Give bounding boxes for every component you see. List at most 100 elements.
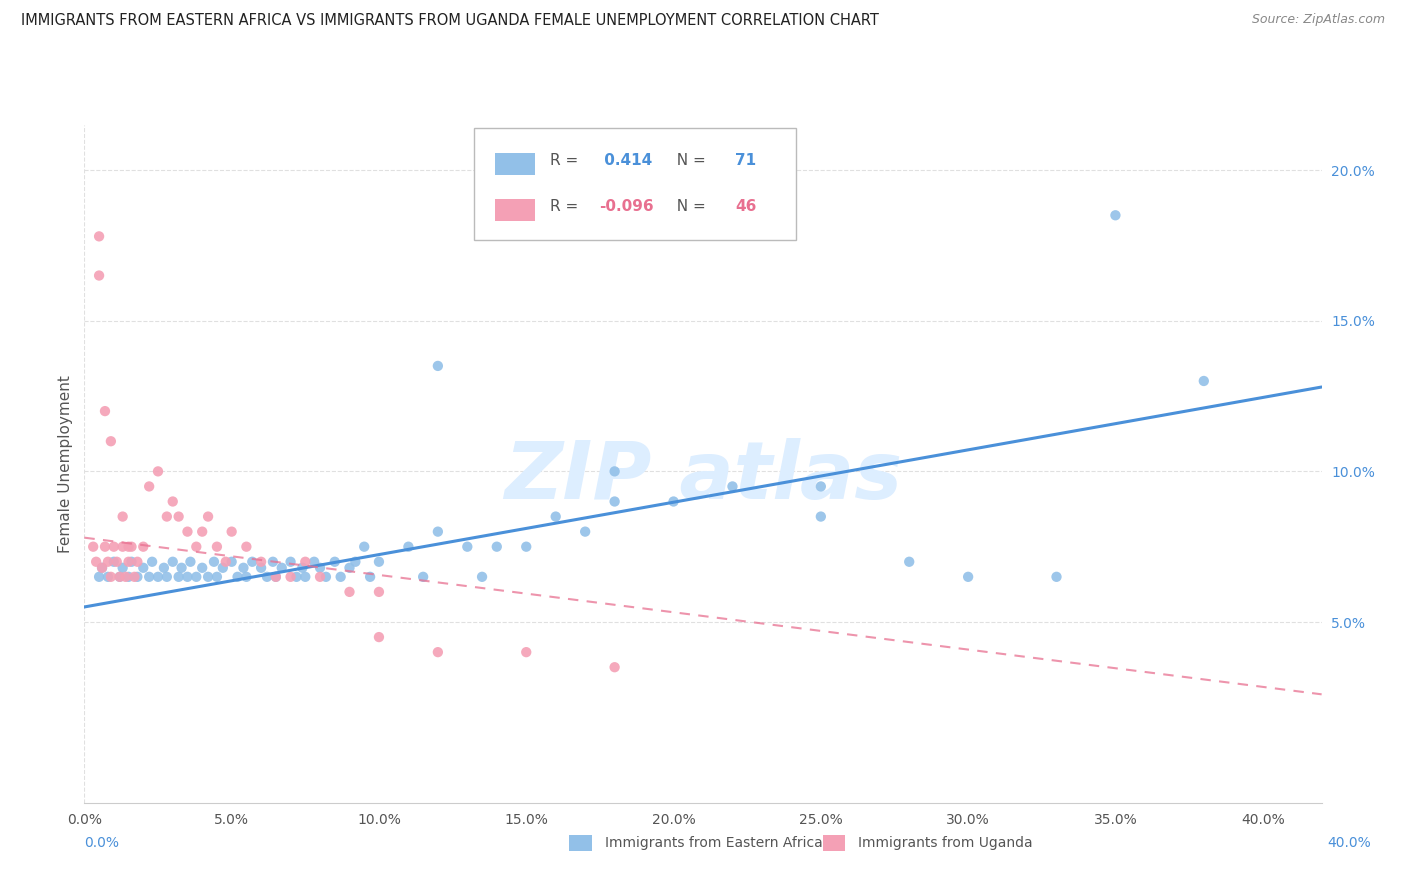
Point xyxy=(221,524,243,539)
Point xyxy=(323,555,346,569)
Point xyxy=(250,561,273,575)
Point xyxy=(94,404,117,418)
Point xyxy=(121,540,143,554)
Point xyxy=(82,540,104,554)
Point xyxy=(100,434,122,449)
Point xyxy=(146,464,169,478)
Point xyxy=(97,555,120,569)
Text: N =: N = xyxy=(666,153,711,168)
Point xyxy=(280,570,302,584)
Point xyxy=(810,509,832,524)
Text: Immigrants from Uganda: Immigrants from Uganda xyxy=(858,836,1032,850)
Point xyxy=(156,509,179,524)
Point xyxy=(205,570,228,584)
Text: Source: ZipAtlas.com: Source: ZipAtlas.com xyxy=(1251,13,1385,27)
Point xyxy=(426,645,449,659)
Point xyxy=(235,540,257,554)
Point xyxy=(215,555,238,569)
Point xyxy=(121,555,143,569)
Point xyxy=(315,570,337,584)
Text: N =: N = xyxy=(666,199,711,214)
Point xyxy=(456,540,478,554)
Text: 40.0%: 40.0% xyxy=(1327,836,1371,850)
Point xyxy=(117,555,139,569)
Point xyxy=(485,540,508,554)
Point xyxy=(359,570,381,584)
Point xyxy=(103,555,125,569)
Point xyxy=(515,540,537,554)
Point xyxy=(138,479,160,493)
Point xyxy=(264,570,287,584)
Point xyxy=(87,268,110,283)
Point xyxy=(339,585,361,599)
Point xyxy=(186,540,208,554)
Point xyxy=(132,561,155,575)
Point xyxy=(368,585,391,599)
Point xyxy=(141,555,163,569)
Point xyxy=(114,570,136,584)
Point xyxy=(176,570,198,584)
Point xyxy=(262,555,284,569)
Point xyxy=(294,570,316,584)
Point xyxy=(146,570,169,584)
Point xyxy=(162,555,184,569)
Point xyxy=(132,540,155,554)
Point xyxy=(211,561,233,575)
Point xyxy=(127,555,149,569)
Point xyxy=(179,555,201,569)
Point xyxy=(100,570,122,584)
Point xyxy=(603,464,626,478)
Point xyxy=(957,570,980,584)
Point xyxy=(898,555,921,569)
Point xyxy=(94,540,117,554)
Point xyxy=(235,570,257,584)
Point xyxy=(412,570,434,584)
Point xyxy=(309,561,332,575)
Point xyxy=(127,570,149,584)
Point xyxy=(270,561,292,575)
Point xyxy=(138,570,160,584)
Point xyxy=(544,509,567,524)
Point xyxy=(294,555,316,569)
Point xyxy=(117,540,139,554)
Point xyxy=(176,524,198,539)
Text: R =: R = xyxy=(550,153,582,168)
Point xyxy=(368,630,391,644)
Point xyxy=(162,494,184,508)
Point xyxy=(339,561,361,575)
Point xyxy=(353,540,375,554)
Point xyxy=(396,540,419,554)
FancyBboxPatch shape xyxy=(495,200,534,221)
Point xyxy=(191,524,214,539)
Point xyxy=(721,479,744,493)
Point xyxy=(603,660,626,674)
Point xyxy=(197,570,219,584)
Point xyxy=(240,555,263,569)
Point xyxy=(285,570,308,584)
Text: R =: R = xyxy=(550,199,582,214)
Point xyxy=(153,561,176,575)
Point xyxy=(108,570,131,584)
Point xyxy=(111,561,134,575)
Text: -0.096: -0.096 xyxy=(599,199,654,214)
Point xyxy=(603,494,626,508)
Text: IMMIGRANTS FROM EASTERN AFRICA VS IMMIGRANTS FROM UGANDA FEMALE UNEMPLOYMENT COR: IMMIGRANTS FROM EASTERN AFRICA VS IMMIGR… xyxy=(21,13,879,29)
Point xyxy=(1192,374,1215,388)
Point xyxy=(186,570,208,584)
Point xyxy=(250,555,273,569)
Point xyxy=(108,570,131,584)
Point xyxy=(84,555,107,569)
FancyBboxPatch shape xyxy=(474,128,796,240)
Text: 71: 71 xyxy=(735,153,756,168)
Point xyxy=(344,555,367,569)
Text: 46: 46 xyxy=(735,199,756,214)
Point xyxy=(302,555,325,569)
FancyBboxPatch shape xyxy=(569,835,592,851)
Point xyxy=(103,540,125,554)
Point xyxy=(426,359,449,373)
Point xyxy=(202,555,225,569)
Point xyxy=(574,524,596,539)
Point xyxy=(105,555,128,569)
Point xyxy=(124,570,146,584)
Point xyxy=(329,570,352,584)
